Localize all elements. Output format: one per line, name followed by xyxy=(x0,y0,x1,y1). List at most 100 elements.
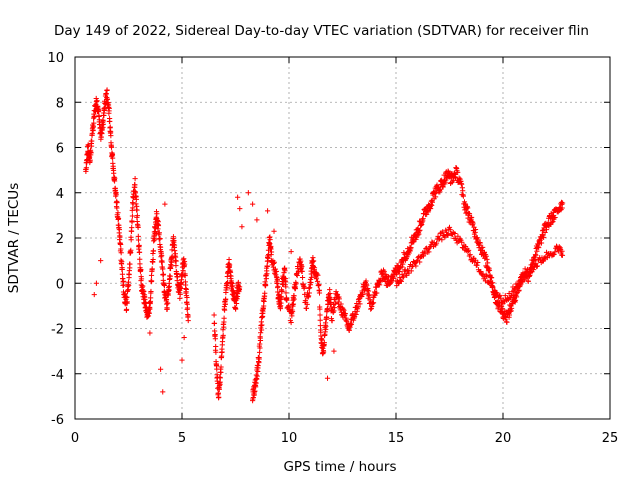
data-point xyxy=(416,228,422,234)
data-point xyxy=(107,118,113,124)
data-point xyxy=(173,258,179,264)
data-point xyxy=(229,280,235,287)
data-point xyxy=(155,223,162,229)
data-point xyxy=(415,232,421,238)
data-point xyxy=(293,281,299,287)
data-point xyxy=(399,264,405,270)
data-point xyxy=(404,267,411,273)
data-point xyxy=(128,237,134,243)
data-point xyxy=(106,105,112,111)
data-point xyxy=(166,283,172,289)
data-point xyxy=(116,227,123,233)
data-point xyxy=(429,199,435,205)
data-point xyxy=(498,295,504,301)
data-point xyxy=(306,290,312,296)
data-point xyxy=(268,246,274,252)
data-point xyxy=(516,287,522,293)
data-point xyxy=(91,120,97,126)
data-point xyxy=(472,226,479,233)
data-point xyxy=(181,256,187,262)
data-point xyxy=(513,294,520,300)
data-point xyxy=(113,192,119,198)
data-point xyxy=(288,319,294,326)
data-point xyxy=(426,249,432,255)
data-point xyxy=(436,236,443,242)
data-point xyxy=(338,301,344,307)
data-point xyxy=(540,258,546,264)
data-point xyxy=(480,244,486,250)
data-point xyxy=(114,205,120,211)
data-point xyxy=(237,205,243,212)
data-point xyxy=(227,269,234,275)
data-point xyxy=(107,124,113,130)
data-point xyxy=(283,290,289,296)
data-point xyxy=(132,176,138,182)
data-point xyxy=(212,336,218,342)
data-point xyxy=(83,165,90,171)
data-point xyxy=(183,286,189,293)
data-point xyxy=(160,271,167,277)
y-axis-label: SDTVAR / TECUs xyxy=(6,183,22,293)
data-point xyxy=(235,194,241,200)
data-point xyxy=(299,268,305,275)
data-point xyxy=(452,230,458,237)
data-point xyxy=(104,96,111,102)
data-point xyxy=(301,284,307,290)
data-point xyxy=(365,285,371,292)
data-point xyxy=(259,322,265,328)
data-point xyxy=(543,227,550,233)
data-point xyxy=(308,280,314,286)
data-point xyxy=(255,363,261,369)
data-point xyxy=(310,264,317,270)
data-point xyxy=(278,295,284,301)
data-point xyxy=(177,291,183,298)
data-point xyxy=(101,112,107,119)
data-point xyxy=(149,266,155,272)
data-point xyxy=(388,278,394,284)
data-point xyxy=(119,259,125,265)
data-point xyxy=(103,90,109,97)
data-point xyxy=(512,297,519,303)
data-point xyxy=(161,282,168,289)
data-point xyxy=(173,263,179,269)
data-point xyxy=(470,221,476,227)
data-point xyxy=(459,181,465,187)
data-point xyxy=(110,155,116,161)
data-point xyxy=(228,273,234,279)
data-point xyxy=(89,130,95,136)
data-point xyxy=(538,240,545,246)
data-point xyxy=(218,369,224,375)
data-point xyxy=(111,170,117,176)
data-point xyxy=(117,234,123,240)
data-point xyxy=(474,262,480,268)
data-point xyxy=(163,296,170,303)
data-point xyxy=(129,207,135,213)
data-point xyxy=(160,266,166,272)
data-point xyxy=(306,285,312,291)
data-point xyxy=(481,249,488,255)
data-point xyxy=(245,190,251,196)
data-point xyxy=(482,278,489,284)
data-point xyxy=(218,364,224,370)
data-point xyxy=(271,259,277,265)
data-point xyxy=(289,313,295,319)
data-point xyxy=(317,317,323,323)
data-point xyxy=(184,305,191,311)
y-tick-label: -4 xyxy=(51,368,64,383)
data-point xyxy=(237,284,243,290)
data-point xyxy=(91,291,97,298)
data-point xyxy=(429,202,435,208)
y-tick-label: 0 xyxy=(56,277,64,292)
data-point xyxy=(433,240,440,246)
data-point xyxy=(484,256,490,263)
data-point xyxy=(115,215,122,222)
data-point xyxy=(499,305,505,312)
data-point xyxy=(424,208,430,214)
data-point xyxy=(268,249,275,255)
data-point xyxy=(129,219,135,225)
data-point xyxy=(108,133,114,139)
x-tick-label: 15 xyxy=(388,431,405,446)
data-point xyxy=(559,200,566,206)
data-point xyxy=(332,300,338,306)
data-point xyxy=(147,330,153,336)
